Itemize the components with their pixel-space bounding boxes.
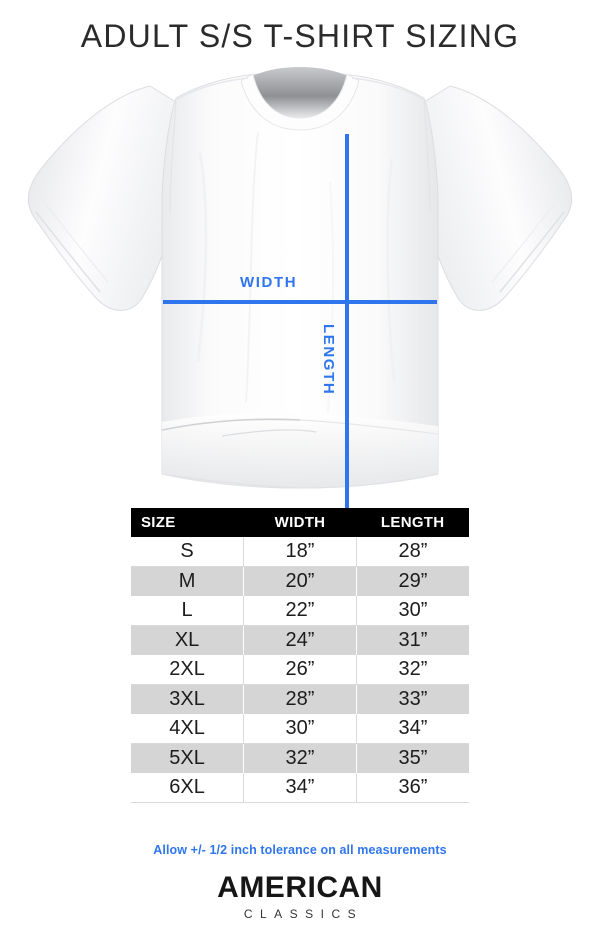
- cell-width: 24”: [243, 625, 357, 655]
- table-body: S 18” 28” M 20” 29” L 22” 30” XL 24” 31”…: [131, 537, 469, 803]
- length-guide-line: [345, 134, 349, 557]
- brand-logo: AMERICAN CLASSICS: [0, 872, 600, 921]
- width-guide-line: [163, 300, 437, 304]
- table-row: 3XL 28” 33”: [131, 684, 469, 714]
- page-title: ADULT S/S T-SHIRT SIZING: [80, 18, 520, 54]
- brand-tagline: CLASSICS: [243, 906, 364, 921]
- table-row: M 20” 29”: [131, 566, 469, 596]
- cell-length: 30”: [356, 596, 469, 626]
- cell-size: S: [131, 537, 245, 567]
- cell-size: XL: [131, 625, 245, 655]
- cell-size: 2XL: [131, 655, 245, 685]
- cell-size: 5XL: [131, 743, 245, 773]
- tolerance-note: Allow +/- 1/2 inch tolerance on all meas…: [153, 843, 447, 857]
- cell-width: 34”: [243, 773, 357, 803]
- cell-width: 30”: [243, 714, 357, 744]
- cell-width: 28”: [243, 684, 357, 714]
- cell-length: 34”: [356, 714, 469, 744]
- table-row: 4XL 30” 34”: [131, 714, 469, 744]
- cell-size: M: [131, 566, 245, 596]
- table-row: 6XL 34” 36”: [131, 773, 469, 803]
- brand-name: AMERICAN: [217, 871, 383, 904]
- cell-width: 26”: [243, 655, 357, 685]
- cell-length: 35”: [356, 743, 469, 773]
- cell-size: 3XL: [131, 684, 245, 714]
- column-header-length: LENGTH: [356, 508, 469, 537]
- size-chart-table: SIZE WIDTH LENGTH S 18” 28” M 20” 29” L …: [131, 508, 469, 803]
- cell-length: 36”: [356, 773, 469, 803]
- table-head: SIZE WIDTH LENGTH: [131, 508, 469, 537]
- cell-size: 6XL: [131, 773, 245, 803]
- tshirt-illustration-icon: [27, 67, 573, 489]
- table-header-row: SIZE WIDTH LENGTH: [131, 508, 469, 537]
- cell-width: 18”: [243, 537, 357, 567]
- cell-size: 4XL: [131, 714, 245, 744]
- table-row: XL 24” 31”: [131, 625, 469, 655]
- cell-width: 32”: [243, 743, 357, 773]
- cell-length: 29”: [356, 566, 469, 596]
- cell-width: 22”: [243, 596, 357, 626]
- table-row: 5XL 32” 35”: [131, 743, 469, 773]
- length-label: LENGTH: [320, 324, 337, 396]
- column-header-width: WIDTH: [243, 508, 357, 537]
- column-header-size: SIZE: [131, 508, 244, 537]
- cell-width: 20”: [243, 566, 357, 596]
- cell-length: 33”: [356, 684, 469, 714]
- width-label: WIDTH: [240, 274, 298, 291]
- cell-length: 31”: [356, 625, 469, 655]
- table-row: 2XL 26” 32”: [131, 655, 469, 685]
- cell-length: 32”: [356, 655, 469, 685]
- tshirt-diagram: WIDTH LENGTH: [0, 62, 600, 557]
- cell-length: 28”: [356, 537, 469, 567]
- cell-size: L: [131, 596, 245, 626]
- table-row: S 18” 28”: [131, 537, 469, 567]
- table-row: L 22” 30”: [131, 596, 469, 626]
